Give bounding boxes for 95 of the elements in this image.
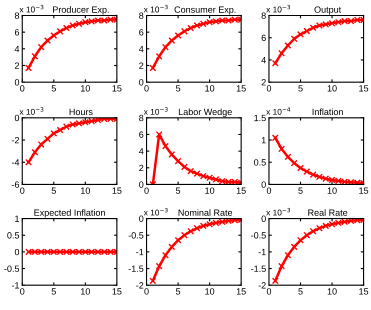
x-tick-label: 15 <box>112 85 122 92</box>
y-tick-label: -2 <box>136 282 144 288</box>
y-tick-label: 0 <box>262 216 266 222</box>
x-tick-label: 0 <box>266 85 272 92</box>
text: x 10$^{−3}$ <box>144 107 168 115</box>
x-tick-label: 5 <box>176 188 180 194</box>
x-tick-label: 10 <box>328 288 337 295</box>
y-tick-label: 6 <box>139 29 144 36</box>
chart-title: Expected Inflation <box>34 209 105 218</box>
x-tick-label: 5 <box>176 288 180 295</box>
x-tick-label: 5 <box>298 85 303 92</box>
y-tick-label: 0 <box>139 216 144 222</box>
chart-title: Hours <box>70 108 93 116</box>
x-tick-label: 5 <box>298 288 303 295</box>
y-tick-label: -0.5 <box>128 232 144 239</box>
y-tick-label: 2 <box>139 62 144 69</box>
chart-title: Real Rate <box>308 209 348 216</box>
x-tick-label: 0 <box>266 187 272 194</box>
chart-title: Producer Exp. <box>53 6 109 15</box>
y-tick-label: -6 <box>12 181 20 188</box>
y-tick-label: -1 <box>136 248 144 256</box>
x-tick-label: 15 <box>359 85 368 92</box>
x-tick-label: 5 <box>52 85 56 92</box>
text: x 10$^{−4}$ <box>266 107 290 115</box>
chart-title: Nominal Rate <box>178 209 232 216</box>
y-tick-label: 8 <box>139 114 144 122</box>
text: x 10$^{−3}$ <box>144 208 168 216</box>
text: x 10$^{−3}$ <box>266 208 290 216</box>
y-tick-label: 2 <box>14 62 20 69</box>
y-tick-label: -2 <box>12 136 20 144</box>
x-tick-label: 0 <box>20 187 24 194</box>
x-tick-label: 10 <box>205 85 214 92</box>
chart-title: Consumer Exp. <box>174 6 236 15</box>
x-tick-label: 0 <box>20 288 24 295</box>
chart-title: Labor Wedge <box>178 108 232 117</box>
y-tick-label: 1.5 <box>254 114 266 122</box>
chart-title: Output <box>314 6 342 15</box>
y-tick-label: 6 <box>262 34 266 42</box>
y-tick-label: 0.5 <box>254 159 266 166</box>
y-tick-label: -2 <box>258 282 266 288</box>
y-tick-label: -1 <box>12 282 20 288</box>
y-tick-label: -0.5 <box>251 232 266 239</box>
x-tick-label: 10 <box>81 187 90 194</box>
y-tick-label: -0.5 <box>4 266 20 272</box>
y-tick-label: 0 <box>14 248 20 256</box>
y-tick-label: 1 <box>262 137 266 144</box>
x-tick-label: 5 <box>298 188 303 194</box>
y-tick-label: 2 <box>262 79 266 86</box>
x-tick-label: 15 <box>112 188 122 194</box>
y-tick-label: 0 <box>14 79 20 86</box>
y-tick-label: 6 <box>139 131 144 138</box>
y-tick-label: 8 <box>139 12 144 19</box>
y-tick-label: 6 <box>14 29 20 36</box>
y-tick-label: 4 <box>138 148 144 154</box>
y-tick-label: 4 <box>138 46 144 52</box>
y-tick-label: -4 <box>12 159 20 166</box>
text: x 10$^{−3}$ <box>20 107 44 115</box>
y-tick-label: 0 <box>139 181 144 188</box>
x-tick-label: 15 <box>236 188 246 194</box>
x-tick-label: 10 <box>81 85 90 92</box>
y-tick-label: 0 <box>139 79 144 86</box>
x-tick-label: 0 <box>144 288 149 295</box>
x-tick-label: 15 <box>359 288 368 295</box>
chart-title: Inflation <box>312 108 343 116</box>
x-tick-label: 15 <box>359 188 368 194</box>
y-tick-label: -1.5 <box>251 266 266 272</box>
y-tick-label: 0.5 <box>7 232 20 239</box>
y-tick-label: 2 <box>139 164 144 172</box>
y-tick-label: 1 <box>15 216 20 222</box>
y-tick-label: 0 <box>14 114 20 122</box>
x-tick-label: 5 <box>52 188 56 194</box>
y-tick-label: 4 <box>14 46 20 52</box>
text: x 10$^{−3}$ <box>20 4 44 12</box>
x-tick-label: 0 <box>144 85 149 92</box>
text: x 10$^{−3}$ <box>144 4 168 12</box>
y-tick-label: 8 <box>262 12 266 19</box>
y-tick-label: -1.5 <box>128 266 144 272</box>
x-tick-label: 5 <box>176 85 180 92</box>
y-tick-label: 8 <box>14 12 20 19</box>
y-tick-label: 0 <box>262 181 266 188</box>
x-tick-label: 0 <box>144 187 149 194</box>
x-tick-label: 5 <box>52 288 56 295</box>
y-tick-label: -1 <box>258 248 266 256</box>
y-tick-label: 4 <box>261 56 266 64</box>
text: x 10$^{−3}$ <box>266 4 290 12</box>
x-tick-label: 15 <box>112 288 122 295</box>
x-tick-label: 10 <box>205 288 214 295</box>
x-tick-label: 10 <box>81 288 90 295</box>
x-tick-label: 10 <box>328 187 337 194</box>
x-tick-label: 15 <box>236 288 246 295</box>
x-tick-label: 15 <box>236 85 246 92</box>
x-tick-label: 10 <box>328 85 337 92</box>
x-tick-label: 0 <box>266 288 272 295</box>
x-tick-label: 0 <box>20 85 24 92</box>
x-tick-label: 10 <box>205 187 214 194</box>
